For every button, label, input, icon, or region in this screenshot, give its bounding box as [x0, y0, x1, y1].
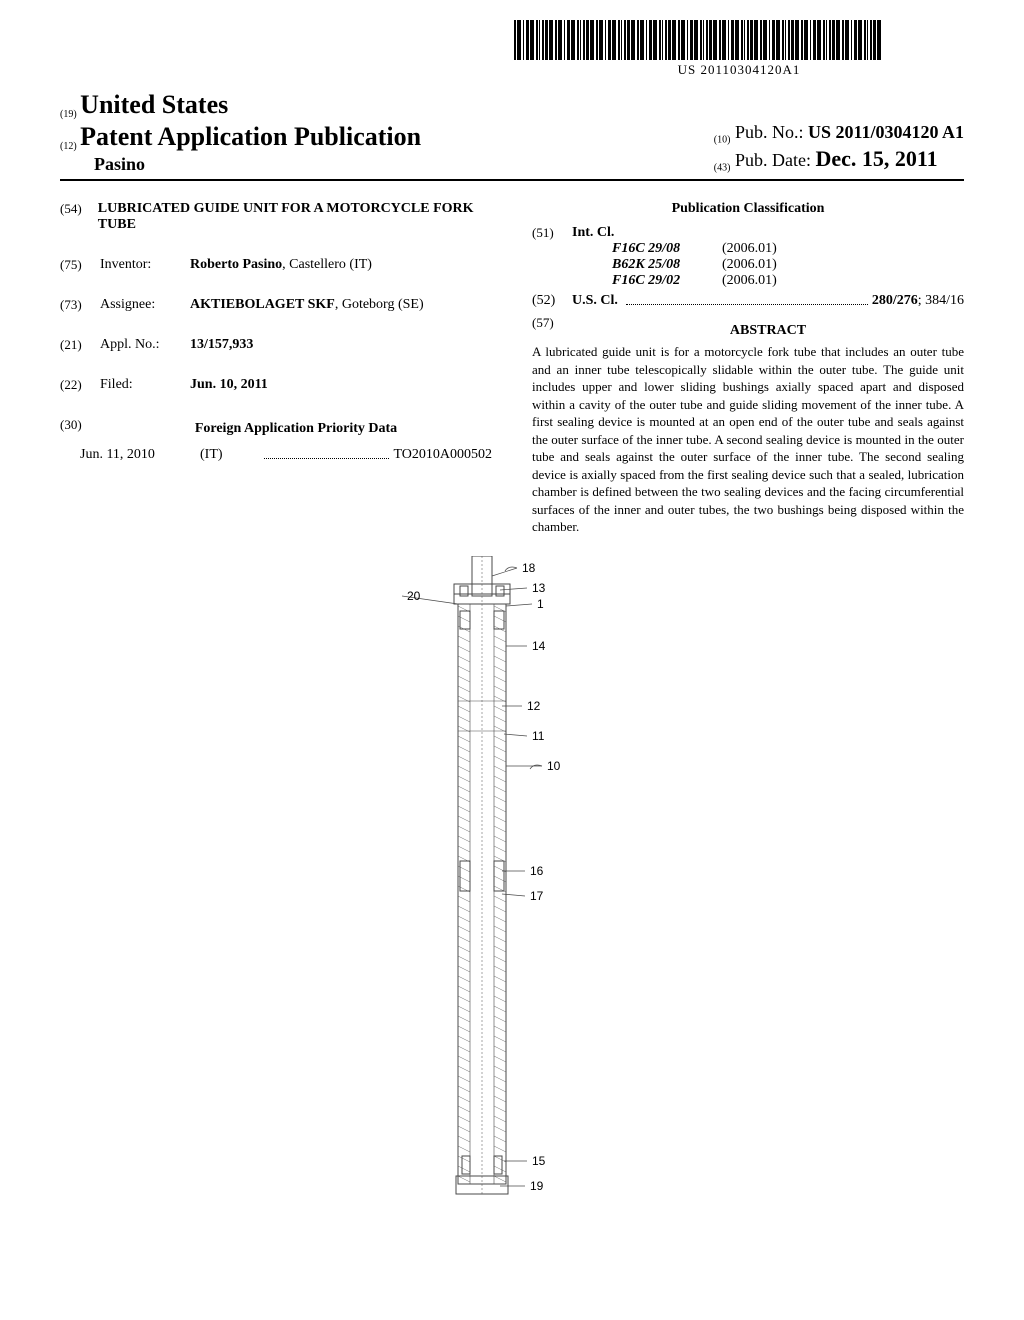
- intcl-class: B62K 25/08: [612, 257, 722, 273]
- filed-label: Filed:: [100, 377, 190, 393]
- intcl-label: Int. Cl.: [572, 225, 964, 241]
- figure-area: 18 13 1 14 12 11 10 16 17 15 19 20: [60, 556, 964, 1221]
- title-code: (54): [60, 201, 98, 233]
- intcl-row: B62K 25/08(2006.01): [612, 257, 964, 273]
- pub-date-label: Pub. Date:: [735, 150, 811, 170]
- intcl-code: (51): [532, 225, 572, 289]
- svg-text:18: 18: [522, 561, 536, 575]
- svg-text:14: 14: [532, 639, 546, 653]
- pub-date-code: (43): [714, 162, 731, 173]
- barcode-text: US 20110304120A1: [514, 62, 964, 78]
- abstract-header: ABSTRACT: [572, 323, 964, 339]
- appl-no-code: (21): [60, 337, 100, 353]
- assignee-loc: , Goteborg (SE): [335, 297, 424, 312]
- abstract-body: A lubricated guide unit is for a motorcy…: [532, 343, 964, 536]
- assignee-field: (73) Assignee: AKTIEBOLAGET SKF, Gotebor…: [60, 297, 492, 313]
- pub-no-label: Pub. No.:: [735, 122, 804, 142]
- classification-header: Publication Classification: [532, 201, 964, 217]
- svg-text:19: 19: [530, 1179, 544, 1193]
- pub-no-code: (10): [714, 135, 731, 146]
- intcl-class: F16C 29/02: [612, 273, 722, 289]
- svg-text:1: 1: [537, 597, 544, 611]
- uscl-bold: 280/276: [872, 293, 918, 308]
- inventor-value: Roberto Pasino, Castellero (IT): [190, 257, 492, 273]
- foreign-country: (IT): [200, 447, 260, 463]
- inventor-field: (75) Inventor: Roberto Pasino, Casteller…: [60, 257, 492, 273]
- document-header: (19) United States (12) Patent Applicati…: [60, 90, 964, 175]
- svg-text:16: 16: [530, 864, 544, 878]
- invention-title: LUBRICATED GUIDE UNIT FOR A MOTORCYCLE F…: [98, 201, 492, 233]
- fork-tube-figure: 18 13 1 14 12 11 10 16 17 15 19 20: [372, 556, 652, 1216]
- svg-text:17: 17: [530, 889, 544, 903]
- foreign-num: TO2010A000502: [393, 447, 492, 463]
- foreign-dots: [264, 447, 389, 459]
- foreign-header: Foreign Application Priority Data: [100, 421, 492, 437]
- intcl-year: (2006.01): [722, 257, 777, 273]
- foreign-row: Jun. 11, 2010 (IT) TO2010A000502: [80, 447, 492, 463]
- title-field: (54) LUBRICATED GUIDE UNIT FOR A MOTORCY…: [60, 201, 492, 233]
- appl-no-value: 13/157,933: [190, 337, 492, 353]
- assignee-label: Assignee:: [100, 297, 190, 313]
- filed-field: (22) Filed: Jun. 10, 2011: [60, 377, 492, 393]
- intcl-class: F16C 29/08: [612, 241, 722, 257]
- abstract-text: A lubricated guide unit is for a motorcy…: [532, 343, 964, 536]
- inventor-name: Roberto Pasino: [190, 257, 282, 272]
- pub-date-value: Dec. 15, 2011: [815, 146, 937, 171]
- assignee-value: AKTIEBOLAGET SKF, Goteborg (SE): [190, 297, 492, 313]
- abstract-code: (57): [532, 315, 572, 339]
- header-divider: [60, 179, 964, 181]
- filed-value: Jun. 10, 2011: [190, 377, 492, 393]
- uscl-rest: ; 384/16: [918, 293, 964, 308]
- intcl-block: (51) Int. Cl. F16C 29/08(2006.01)B62K 25…: [532, 225, 964, 289]
- uscl-row: (52) U.S. Cl. 280/276; 384/16: [532, 293, 964, 309]
- barcode-lines: [514, 20, 964, 60]
- country-name: United States: [80, 90, 228, 119]
- inventor-label: Inventor:: [100, 257, 190, 273]
- pub-type-code: (12): [60, 141, 77, 152]
- uscl-dots: [626, 293, 868, 305]
- svg-text:20: 20: [407, 589, 421, 603]
- abstract-header-row: (57) ABSTRACT: [532, 315, 964, 339]
- pub-type: Patent Application Publication: [80, 122, 421, 151]
- assignee-code: (73): [60, 297, 100, 313]
- uscl-label: U.S. Cl.: [572, 293, 622, 309]
- foreign-priority-block: (30) Foreign Application Priority Data J…: [60, 417, 492, 463]
- intcl-year: (2006.01): [722, 273, 777, 289]
- svg-text:13: 13: [532, 581, 546, 595]
- intcl-row: F16C 29/08(2006.01): [612, 241, 964, 257]
- pub-no-value: US 2011/0304120 A1: [808, 122, 964, 142]
- appl-no-label: Appl. No.:: [100, 337, 190, 353]
- inventor-loc: , Castellero (IT): [282, 257, 372, 272]
- barcode-block: US 20110304120A1: [514, 20, 964, 78]
- foreign-code: (30): [60, 417, 100, 447]
- country-line: (19) United States: [60, 90, 964, 120]
- svg-text:12: 12: [527, 699, 541, 713]
- country-code: (19): [60, 109, 77, 120]
- svg-text:11: 11: [532, 729, 545, 743]
- uscl-value: 280/276; 384/16: [872, 293, 964, 309]
- appl-no-field: (21) Appl. No.: 13/157,933: [60, 337, 492, 353]
- intcl-year: (2006.01): [722, 241, 777, 257]
- svg-text:10: 10: [547, 759, 561, 773]
- uscl-code: (52): [532, 293, 572, 309]
- assignee-name: AKTIEBOLAGET SKF: [190, 297, 335, 312]
- intcl-row: F16C 29/02(2006.01): [612, 273, 964, 289]
- filed-code: (22): [60, 377, 100, 393]
- right-column: Publication Classification (51) Int. Cl.…: [532, 201, 964, 536]
- svg-text:15: 15: [532, 1154, 546, 1168]
- left-column: (54) LUBRICATED GUIDE UNIT FOR A MOTORCY…: [60, 201, 492, 536]
- foreign-date: Jun. 11, 2010: [80, 447, 200, 463]
- author-name: Pasino: [94, 154, 421, 175]
- content-columns: (54) LUBRICATED GUIDE UNIT FOR A MOTORCY…: [60, 201, 964, 536]
- inventor-code: (75): [60, 257, 100, 273]
